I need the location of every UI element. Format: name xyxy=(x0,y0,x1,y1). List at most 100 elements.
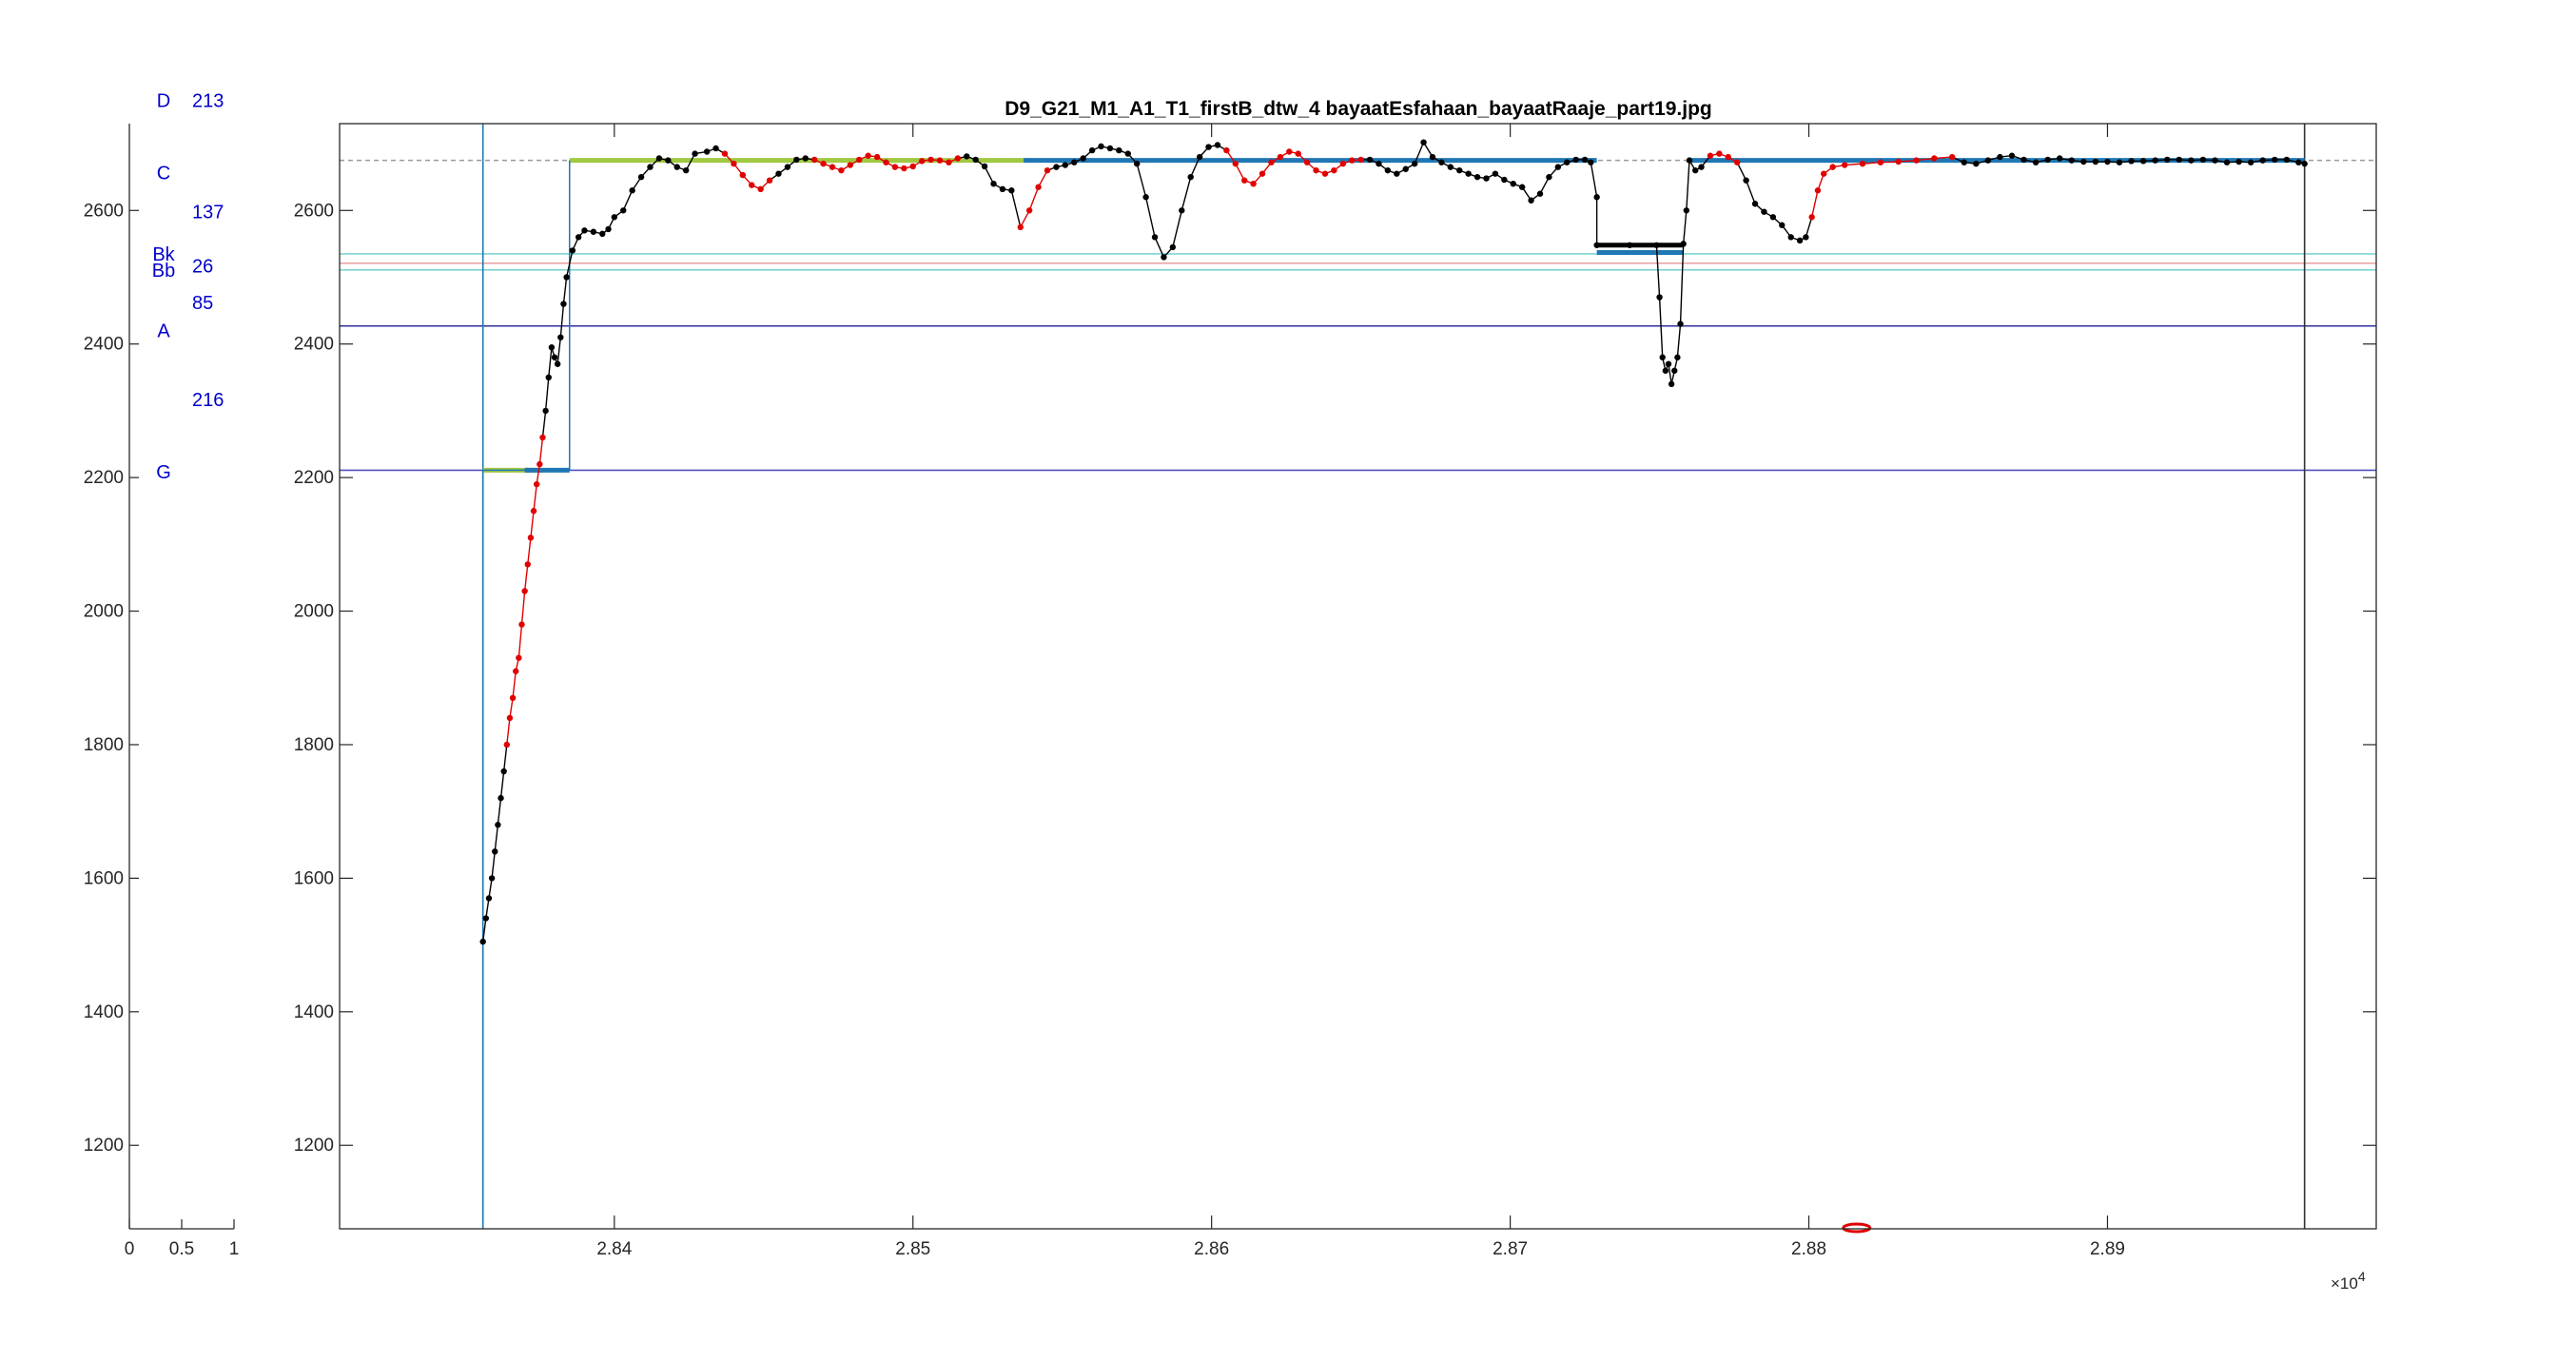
contour-segment xyxy=(1144,197,1156,238)
contour-point xyxy=(1268,159,1275,165)
interval-label: 216 xyxy=(192,390,224,411)
scale-y-tick-label: 1200 xyxy=(84,1136,124,1156)
scale-y-tick-label: 1600 xyxy=(84,868,124,888)
contour-point xyxy=(1205,144,1212,150)
contour-segment xyxy=(984,165,995,185)
contour-segment xyxy=(497,798,502,826)
contour-point xyxy=(1142,194,1149,201)
contour-point xyxy=(542,407,549,415)
contour-segment xyxy=(1658,297,1664,358)
contour-point xyxy=(527,535,535,541)
contour-segment xyxy=(565,250,574,278)
contour-point xyxy=(918,158,926,165)
contour-point xyxy=(838,166,845,174)
main-y-ticks: 1200 1400 1600 1800 2000 2200 2400 2600 xyxy=(294,201,2376,1156)
contour-point xyxy=(1796,237,1804,244)
contour-point xyxy=(500,768,507,775)
main-y-tick-label: 2400 xyxy=(294,335,334,355)
contour-point xyxy=(479,938,486,945)
contour-segment xyxy=(1682,210,1688,244)
contour-point xyxy=(2116,159,2123,165)
outlier-mark xyxy=(1842,1222,1872,1234)
contour-point xyxy=(506,714,514,722)
contour-point xyxy=(972,156,979,164)
contour-segment xyxy=(1010,190,1022,227)
contour-point xyxy=(1456,166,1463,174)
contour-point xyxy=(1743,177,1749,184)
contour-segment xyxy=(1805,217,1813,238)
main-x-tick-label: 2.86 xyxy=(1194,1239,1229,1259)
contour-point xyxy=(692,150,698,157)
contour-point xyxy=(1961,159,1967,165)
contour-point xyxy=(599,230,606,238)
contour-point xyxy=(2152,157,2158,164)
pitch-plot: D9_G21_M1_A1_T1_firstB_dtw_4 bayaatEsfah… xyxy=(294,98,2377,1293)
contour-point xyxy=(2223,159,2231,165)
main-y-tick-label: 1600 xyxy=(294,868,334,888)
contour-point xyxy=(513,668,519,674)
contour-point xyxy=(1842,162,1848,168)
contour-point xyxy=(2104,158,2111,165)
contour-point xyxy=(1859,160,1866,167)
contour-segment xyxy=(556,337,562,364)
contour-point xyxy=(1572,156,1579,164)
contour-point xyxy=(569,247,576,254)
contour-point xyxy=(1653,242,1660,248)
contour-point xyxy=(560,301,567,307)
contour-point xyxy=(1179,207,1185,214)
contour-point xyxy=(927,156,934,164)
contour-point xyxy=(802,155,809,162)
contour-point xyxy=(1656,294,1663,301)
contour-point xyxy=(1668,380,1675,388)
contour-point xyxy=(524,561,531,568)
contour-point xyxy=(1080,155,1086,162)
contour-point xyxy=(1492,170,1499,177)
contour-segment xyxy=(499,770,505,799)
contour-point xyxy=(1313,166,1319,174)
contour-point xyxy=(1161,254,1167,261)
main-y-tick-label: 1800 xyxy=(294,735,334,755)
contour-point xyxy=(936,157,944,164)
scale-y-tick-label: 2200 xyxy=(84,468,124,488)
contour-point xyxy=(891,164,899,170)
contour-point xyxy=(883,159,889,165)
contour-point xyxy=(2044,156,2051,164)
contour-point xyxy=(482,915,490,922)
main-y-tick-label: 1200 xyxy=(294,1136,334,1156)
contour-point xyxy=(1116,146,1122,154)
scale-y-tick-label: 2400 xyxy=(84,335,124,355)
contour-point xyxy=(590,228,597,235)
contour-point xyxy=(847,162,854,168)
contour-point xyxy=(2199,156,2207,164)
contour-point xyxy=(964,153,970,160)
contour-point xyxy=(865,152,871,159)
contour-point xyxy=(539,434,546,441)
contour-segment xyxy=(502,744,508,772)
contour-point xyxy=(1510,180,1516,187)
interval-labels: 213 137 26 85 216 xyxy=(192,90,224,411)
interval-label: 26 xyxy=(192,257,213,278)
contour-point xyxy=(1546,173,1552,181)
contour-segment xyxy=(530,511,535,538)
contour-point xyxy=(1286,148,1293,155)
contour-point xyxy=(575,234,582,241)
contour-point xyxy=(1518,184,1526,190)
contour-segment xyxy=(548,347,553,378)
contour-point xyxy=(1008,187,1015,194)
plot-frame xyxy=(339,123,2377,1230)
contour-point xyxy=(1331,166,1337,174)
contour-point xyxy=(1053,164,1060,170)
contour-segment xyxy=(520,591,526,625)
main-x-tick-label: 2.89 xyxy=(2090,1239,2125,1259)
contour-point xyxy=(1025,207,1033,214)
interval-label: 85 xyxy=(192,293,213,314)
contour-point xyxy=(2212,157,2218,164)
contour-segment xyxy=(1190,156,1200,178)
contour-segment xyxy=(1020,209,1030,228)
contour-point xyxy=(1671,367,1678,374)
contour-segment xyxy=(1181,176,1192,211)
contour-point xyxy=(1588,159,1594,165)
contour-point xyxy=(1241,177,1248,184)
contour-point xyxy=(1803,234,1809,241)
